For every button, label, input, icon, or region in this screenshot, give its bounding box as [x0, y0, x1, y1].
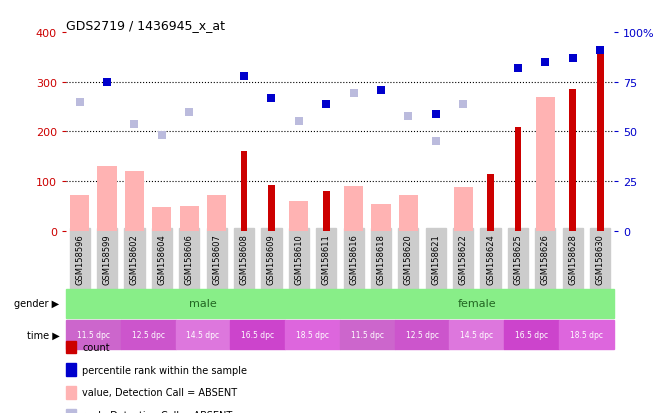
Point	[129, 121, 140, 128]
Bar	[504, 320, 559, 349]
Bar	[395, 320, 449, 349]
Point	[430, 139, 441, 145]
Text: count: count	[82, 342, 110, 352]
Bar	[285, 320, 340, 349]
Bar	[515, 127, 521, 231]
Point	[184, 109, 195, 116]
Bar	[176, 320, 230, 349]
Point	[75, 99, 85, 106]
Text: female: female	[457, 299, 496, 309]
Text: 16.5 dpc: 16.5 dpc	[515, 330, 548, 339]
Bar	[340, 289, 614, 318]
Point	[321, 102, 331, 108]
Bar	[289, 202, 308, 231]
Bar	[344, 187, 363, 231]
Point	[595, 47, 605, 54]
Bar	[70, 195, 89, 231]
Bar	[597, 48, 603, 231]
Point	[458, 101, 469, 108]
Text: gender ▶: gender ▶	[15, 299, 59, 309]
Point	[294, 118, 304, 125]
Text: 12.5 dpc: 12.5 dpc	[132, 330, 165, 339]
Text: time ▶: time ▶	[26, 330, 59, 339]
Bar	[559, 320, 614, 349]
Bar	[241, 152, 248, 231]
Bar	[570, 90, 576, 231]
Text: 12.5 dpc: 12.5 dpc	[405, 330, 438, 339]
Text: 14.5 dpc: 14.5 dpc	[186, 330, 220, 339]
Bar	[323, 192, 329, 231]
Point	[156, 133, 167, 140]
Point	[540, 59, 550, 66]
Point	[430, 111, 441, 118]
Text: 16.5 dpc: 16.5 dpc	[241, 330, 275, 339]
Point	[239, 74, 249, 80]
Point	[266, 95, 277, 102]
Bar	[152, 207, 172, 231]
Point	[102, 79, 112, 86]
Bar	[121, 320, 176, 349]
Bar	[66, 320, 121, 349]
Bar	[399, 196, 418, 231]
Bar	[207, 196, 226, 231]
Point	[376, 88, 386, 94]
Text: percentile rank within the sample: percentile rank within the sample	[82, 365, 248, 375]
Text: GDS2719 / 1436945_x_at: GDS2719 / 1436945_x_at	[66, 19, 225, 32]
Bar	[536, 97, 555, 231]
Bar	[372, 204, 391, 231]
Point	[568, 55, 578, 62]
Bar	[125, 172, 144, 231]
Text: 11.5 dpc: 11.5 dpc	[351, 330, 384, 339]
Point	[403, 113, 414, 120]
Text: 14.5 dpc: 14.5 dpc	[460, 330, 494, 339]
Bar	[230, 320, 285, 349]
Bar	[180, 206, 199, 231]
Bar	[268, 185, 275, 231]
Bar	[98, 167, 117, 231]
Bar	[340, 320, 395, 349]
Text: value, Detection Call = ABSENT: value, Detection Call = ABSENT	[82, 387, 238, 397]
Text: 18.5 dpc: 18.5 dpc	[296, 330, 329, 339]
Text: male: male	[189, 299, 217, 309]
Bar	[453, 188, 473, 231]
Point	[348, 90, 359, 97]
Text: rank, Detection Call = ABSENT: rank, Detection Call = ABSENT	[82, 410, 233, 413]
Bar	[66, 289, 340, 318]
Bar	[449, 320, 504, 349]
Text: 18.5 dpc: 18.5 dpc	[570, 330, 603, 339]
Text: 11.5 dpc: 11.5 dpc	[77, 330, 110, 339]
Point	[513, 66, 523, 73]
Bar	[487, 174, 494, 231]
